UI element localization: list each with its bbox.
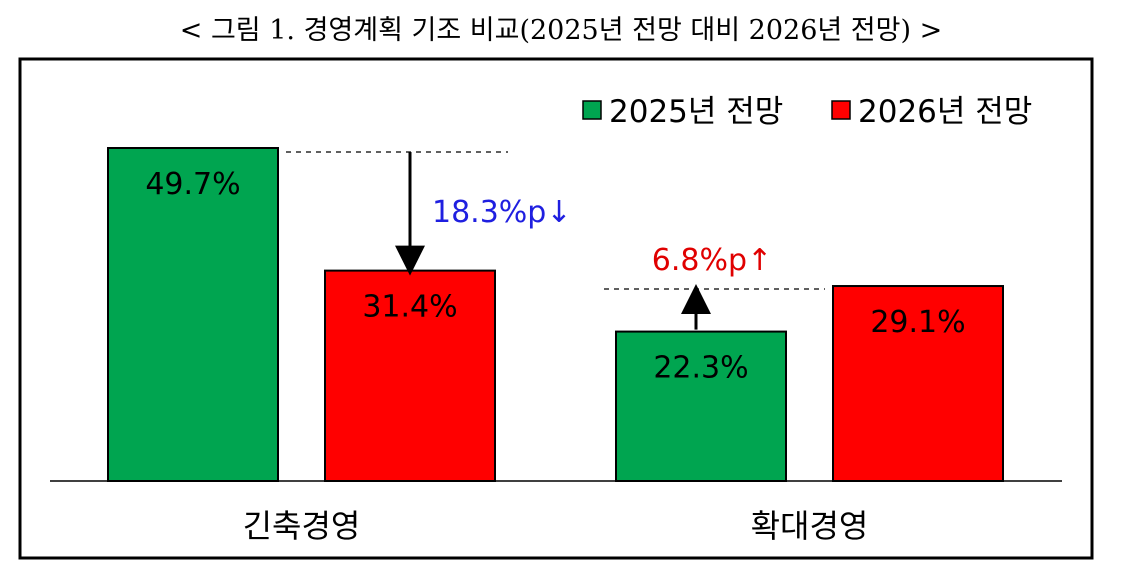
- change-annotation: 6.8%p↑: [652, 243, 772, 278]
- bar-1-2: [615, 330, 787, 482]
- bar-value-label: 29.1%: [870, 305, 965, 340]
- category-label: 긴축경영: [243, 507, 361, 545]
- bar-value-label: 31.4%: [362, 290, 457, 325]
- chart-frame: [18, 57, 1094, 560]
- bar-2-1: [324, 269, 496, 482]
- legend-swatch: [582, 100, 602, 120]
- legend-swatch: [831, 100, 851, 120]
- bar-1-1: [107, 147, 279, 482]
- legend: 2025년 전망 2026년 전망: [582, 94, 1032, 130]
- bar-value-label: 49.7%: [145, 167, 240, 202]
- bar-value-label: 22.3%: [653, 351, 748, 386]
- bar-2-2: [832, 285, 1004, 482]
- change-annotation: 18.3%p↓: [432, 195, 571, 230]
- category-label: 확대경영: [751, 507, 869, 545]
- chart-title: < 그림 1. 경영계획 기조 비교(2025년 전망 대비 2026년 전망)…: [179, 15, 943, 46]
- legend-label: 2025년 전망: [609, 94, 783, 130]
- legend-label: 2026년 전망: [858, 94, 1032, 130]
